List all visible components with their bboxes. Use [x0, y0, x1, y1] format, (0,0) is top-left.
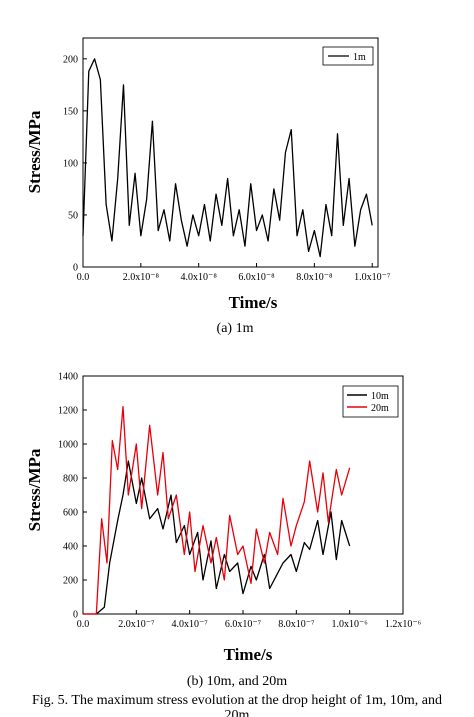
y-tick-label: 1200 — [58, 406, 78, 417]
plot-frame — [82, 37, 379, 268]
chart-b: 0 200 400 600 800 1000 1200 1400 0.0 2.0x10⁻⁷ 4.0… — [25, 372, 422, 690]
x-tick-label: 0.0 — [77, 619, 90, 630]
y-tick-label: 400 — [63, 542, 78, 553]
x-tick-label: 8.0x10⁻⁷ — [278, 619, 315, 630]
y-tick-label: 1000 — [58, 440, 78, 451]
x-tick-label: 2.0x10⁻⁸ — [123, 272, 160, 283]
y-tick-label: 200 — [63, 54, 78, 65]
y-tick-label: 1400 — [58, 372, 78, 383]
legend-label: 1m — [353, 52, 366, 63]
y-tick-label: 200 — [63, 576, 78, 587]
y-tick-label: 0 — [73, 610, 78, 621]
y-tick-label: 600 — [63, 508, 78, 519]
x-tick-label: 1.2x10⁻⁶ — [385, 619, 422, 630]
y-tick-label: 100 — [63, 158, 78, 169]
figure-caption-line1: Fig. 5. The maximum stress evolution at … — [32, 693, 442, 708]
y-ticks: 0 200 400 600 800 1000 1200 1400 — [58, 372, 87, 621]
legend-label: 10m — [371, 391, 389, 402]
x-tick-label: 1.0x10⁻⁶ — [332, 619, 369, 630]
x-ticks: 0.0 2.0x10⁻⁸ 4.0x10⁻⁸ 6.0x10⁻⁸ 8.0x10⁻⁸ 1.0x1… — [77, 263, 391, 283]
series-line-20m — [83, 405, 351, 615]
x-ticks: 0.0 2.0x10⁻⁷ 4.0x10⁻⁷ 6.0x10⁻⁷ 8.0x10⁻⁷ 1.0x1… — [77, 610, 422, 630]
series-line-10m — [83, 460, 351, 615]
y-tick-label: 0 — [73, 263, 78, 274]
chart-a: 0 50 100 150 200 0.0 2.0x10⁻⁸ 4.0x10⁻⁸ 6.0x10⁻⁸… — [25, 37, 391, 336]
y-tick-label: 150 — [63, 106, 78, 117]
x-tick-label: 2.0x10⁻⁷ — [118, 619, 155, 630]
x-axis-label: Time/s — [229, 293, 278, 312]
y-tick-label: 800 — [63, 474, 78, 485]
x-tick-label: 6.0x10⁻⁸ — [238, 272, 275, 283]
y-axis-label: Stress/MPa — [25, 110, 44, 193]
figure-caption-line2: 20m — [225, 708, 250, 717]
y-tick-label: 50 — [68, 210, 78, 221]
series-group — [83, 405, 351, 615]
x-tick-label: 1.0x10⁻⁷ — [354, 272, 391, 283]
y-axis-label: Stress/MPa — [25, 448, 44, 531]
legend: 1m — [322, 46, 374, 66]
subfigure-caption: (a) 1m — [217, 321, 254, 336]
x-tick-label: 8.0x10⁻⁸ — [296, 272, 333, 283]
x-tick-label: 4.0x10⁻⁷ — [172, 619, 209, 630]
x-tick-label: 6.0x10⁻⁷ — [225, 619, 262, 630]
x-tick-label: 0.0 — [77, 272, 90, 283]
legend-label: 20m — [371, 403, 389, 414]
x-axis-label: Time/s — [224, 645, 273, 664]
series-line-1m — [82, 58, 373, 258]
legend: 10m 20m — [342, 385, 399, 418]
series-group — [82, 58, 373, 258]
legend-box — [342, 385, 399, 418]
subfigure-caption: (b) 10m, and 20m — [187, 674, 287, 689]
y-ticks: 0 50 100 150 200 — [63, 54, 87, 274]
x-tick-label: 4.0x10⁻⁸ — [181, 272, 218, 283]
